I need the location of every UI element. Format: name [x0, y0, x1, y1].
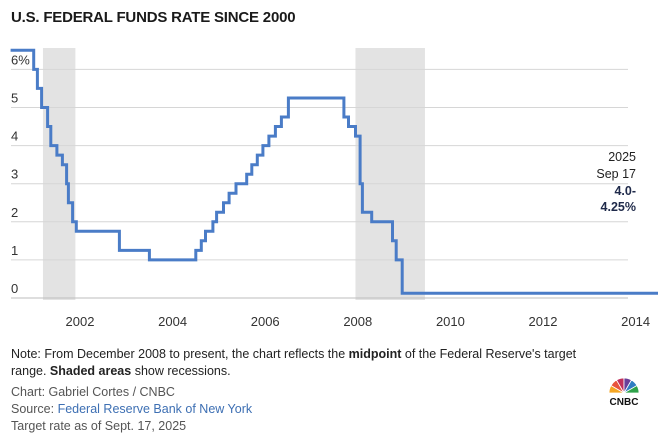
- note-text: Note: From December 2008 to present, the…: [11, 347, 349, 361]
- y-tick-label: 0: [11, 281, 18, 296]
- x-tick-label: 2010: [436, 314, 465, 329]
- source-prefix: Source:: [11, 402, 58, 416]
- note-emphasis-midpoint: midpoint: [348, 347, 402, 361]
- y-tick-label: 4: [11, 129, 18, 144]
- x-tick-label: 2012: [529, 314, 558, 329]
- chart-title: U.S. FEDERAL FUNDS RATE SINCE 2000: [11, 9, 296, 26]
- note-text-suffix: show recessions.: [131, 364, 231, 378]
- cnbc-logo: CNBC: [608, 377, 640, 407]
- peacock-icon: [608, 377, 640, 395]
- recession-band-1: [42, 48, 76, 300]
- y-axis-ticks: 0 1 2 3 4 5 6%: [11, 52, 30, 296]
- fed-funds-rate-line: [10, 48, 658, 295]
- annotation-rate-line2: 4.25%: [601, 200, 636, 214]
- y-tick-label: 2: [11, 205, 18, 220]
- recession-shading: [42, 48, 425, 300]
- as-of-date: Target rate as of Sept. 17, 2025: [11, 419, 187, 433]
- gridlines: [11, 68, 628, 299]
- logo-wordmark: CNBC: [610, 397, 639, 407]
- source-link[interactable]: Federal Reserve Bank of New York: [57, 402, 253, 416]
- recession-band-2: [355, 48, 425, 300]
- y-tick-label: 5: [11, 91, 18, 106]
- y-tick-label: 1: [11, 243, 18, 258]
- current-rate-annotation: 2025 Sep 17 4.0- 4.25%: [596, 150, 636, 214]
- annotation-date: Sep 17: [596, 167, 636, 181]
- chart-note: Note: From December 2008 to present, the…: [11, 346, 611, 380]
- note-emphasis-shaded: Shaded areas: [49, 364, 132, 378]
- x-tick-label: 2004: [158, 314, 187, 329]
- y-tick-label: 3: [11, 167, 18, 182]
- x-tick-label: 2002: [66, 314, 95, 329]
- peacock-feather: [622, 384, 640, 394]
- x-tick-label: 2014: [621, 314, 650, 329]
- y-tick-label: 6%: [11, 52, 30, 67]
- x-tick-label: 2006: [251, 314, 280, 329]
- x-tick-label: 2008: [343, 314, 372, 329]
- note-text-middle: of the Federal Reserve's target range.: [11, 347, 577, 378]
- chart-credit: Chart: Gabriel Cortes / CNBC: [11, 385, 175, 399]
- x-axis-ticks: 2002200420062008201020122014201620182020…: [66, 314, 651, 329]
- annotation-rate-line1: 4.0-: [614, 184, 636, 198]
- annotation-year: 2025: [608, 150, 636, 164]
- chart-source: Source: Federal Reserve Bank of New York: [11, 401, 611, 418]
- chart-footer: Note: From December 2008 to present, the…: [11, 346, 611, 435]
